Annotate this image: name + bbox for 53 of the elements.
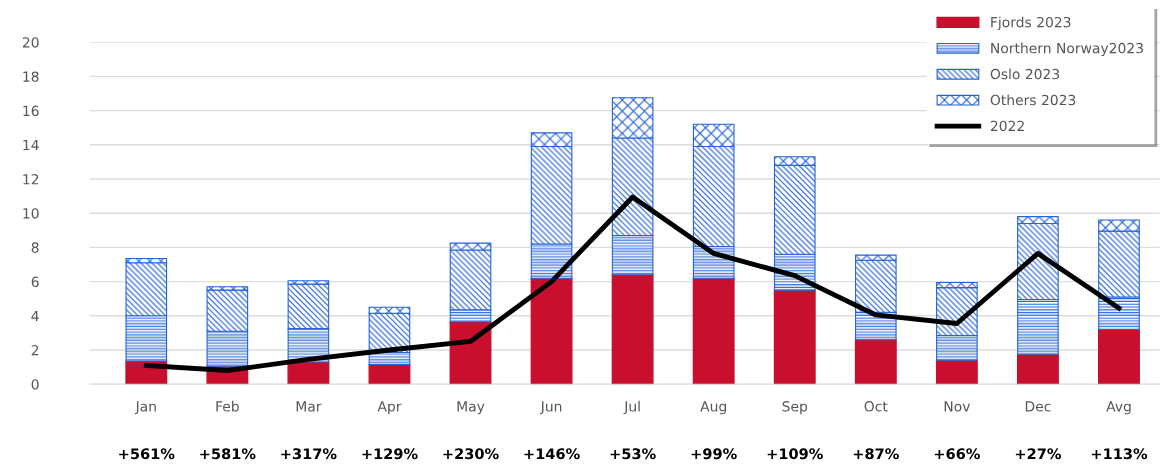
text: +99% [691,448,737,460]
bar [935,359,978,385]
text: +87% [853,448,899,460]
legend-label: Northern Norway2023 [991,42,1143,57]
x-tick-label: May [457,401,485,415]
y-tick-label: 20 [22,37,39,48]
y-tick-label: 14 [23,139,39,151]
x-tick-label: Nov [944,401,971,412]
text: +129% [362,448,418,460]
bar [1098,328,1140,385]
x-tick-label: Jan [134,401,156,415]
x-tick-label: Jun [540,401,562,415]
text: +113% [1091,448,1148,460]
text: +230% [443,448,499,460]
y-tick-label: 10 [23,208,39,219]
bar [692,277,735,385]
x-tick-label: Feb [216,400,239,412]
legend-label: Fjords 2023 [991,16,1071,31]
legend-label: Others 2023 [990,94,1076,106]
text: +27% [1015,448,1062,460]
text: +109% [767,448,823,460]
text: +146% [524,448,580,460]
text: +53% [610,448,656,460]
bar [773,289,816,385]
x-tick-label: Apr [377,401,402,415]
y-tick-label: 0 [31,379,39,390]
y-tick-label: 12 [23,173,39,185]
bar [287,361,330,385]
text: +561% [119,448,175,460]
text: +317% [281,448,337,460]
bar [1016,353,1059,385]
x-tick-label: Oct [864,401,888,412]
y-tick-label: 6 [31,276,39,288]
y-tick-label: 18 [23,71,39,82]
bar [854,339,897,385]
legend-label: 2022 [990,120,1024,132]
text: +66% [934,448,980,460]
legend-label: Oslo 2023 [990,68,1060,80]
x-tick-label: Sep [782,401,808,415]
y-tick-label: 8 [31,242,39,253]
y-tick-label: 2 [31,344,39,356]
text: +581% [200,448,256,460]
y-tick-label: 16 [23,105,39,117]
y-tick-label: 4 [31,310,39,322]
x-tick-label: Jul [623,400,640,415]
x-tick-label: Mar [296,401,322,412]
bar [368,363,411,385]
bar [530,277,573,385]
bar [611,274,654,385]
line-series [143,194,1122,373]
x-tick-label: Dec [1025,401,1051,412]
x-tick-label: Avg [1106,401,1131,415]
x-tick-label: Aug [700,401,726,415]
